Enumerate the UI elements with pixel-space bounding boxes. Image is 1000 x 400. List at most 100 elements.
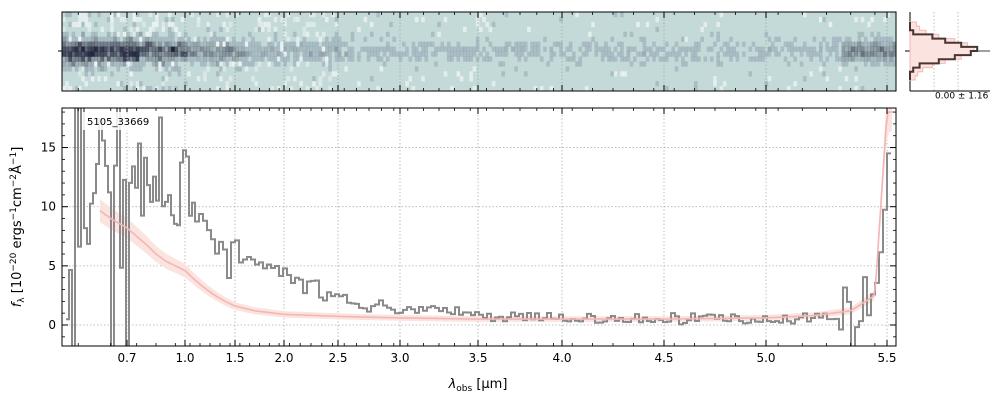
2d-spectrum-pixel [167, 56, 172, 62]
2d-spectrum-pixel [767, 51, 772, 57]
2d-spectrum-pixel [533, 51, 538, 57]
2d-spectrum-pixel [305, 61, 310, 67]
2d-spectrum-pixel [379, 46, 384, 52]
2d-spectrum-pixel [260, 56, 265, 62]
2d-spectrum-pixel [289, 46, 294, 52]
2d-spectrum-pixel [81, 21, 85, 28]
2d-spectrum-pixel [588, 46, 592, 52]
2d-spectrum-pixel [97, 66, 101, 72]
2d-spectrum-pixel [148, 56, 153, 62]
2d-spectrum-pixel [886, 56, 890, 62]
2d-spectrum-pixel [254, 46, 259, 52]
2d-spectrum-pixel [151, 26, 156, 33]
2d-spectrum-pixel [248, 46, 252, 52]
2d-spectrum-pixel [84, 41, 89, 47]
2d-spectrum-pixel [639, 61, 643, 67]
2d-spectrum-pixel [183, 41, 188, 47]
2d-spectrum-pixel [276, 56, 281, 62]
2d-spectrum-pixel [822, 16, 826, 23]
2d-spectrum-pixel [777, 51, 781, 57]
2d-spectrum-pixel [430, 41, 435, 47]
2d-spectrum-pixel [135, 86, 140, 92]
2d-spectrum-pixel [761, 51, 765, 57]
2d-spectrum-pixel [315, 86, 320, 92]
2d-spectrum-pixel [129, 51, 133, 57]
2d-spectrum-pixel [764, 81, 769, 87]
2d-spectrum-pixel [835, 51, 839, 57]
2d-spectrum-pixel [264, 21, 268, 28]
2d-spectrum-pixel [347, 56, 352, 62]
2d-spectrum-pixel [334, 31, 339, 37]
2d-spectrum-pixel [235, 41, 239, 47]
2d-spectrum-pixel [81, 56, 85, 62]
2d-spectrum-pixel [398, 56, 403, 62]
2d-spectrum-pixel [693, 81, 698, 87]
2d-spectrum-pixel [546, 61, 550, 67]
2d-spectrum-pixel [844, 51, 849, 57]
2d-spectrum-pixel [164, 76, 169, 82]
2d-spectrum-pixel [148, 31, 153, 37]
2d-spectrum-pixel [867, 56, 871, 62]
2d-spectrum-pixel [863, 51, 868, 57]
2d-spectrum-pixel [729, 36, 733, 42]
2d-spectrum-pixel [151, 46, 156, 52]
2d-spectrum-pixel [78, 46, 82, 52]
2d-spectrum-pixel [215, 41, 220, 47]
2d-spectrum-pixel [883, 36, 887, 42]
2d-spectrum-pixel [652, 41, 656, 47]
2d-spectrum-pixel [536, 41, 541, 47]
2d-spectrum-pixel [84, 36, 89, 42]
2d-spectrum-pixel [87, 26, 92, 33]
2d-spectrum-pixel [533, 41, 538, 47]
2d-spectrum-pixel [485, 21, 490, 28]
2d-spectrum-pixel [241, 36, 246, 42]
2d-spectrum-pixel [430, 31, 435, 37]
2d-spectrum-pixel [296, 36, 300, 42]
2d-spectrum-pixel [767, 76, 772, 82]
2d-spectrum-pixel [106, 41, 111, 47]
2d-spectrum-pixel [110, 71, 114, 77]
2d-spectrum-pixel [132, 46, 137, 52]
x-tick-label: 1.5 [225, 351, 244, 365]
2d-spectrum-pixel [645, 56, 650, 62]
2d-spectrum-pixel [196, 36, 201, 42]
2d-spectrum-pixel [681, 46, 685, 52]
2d-spectrum-pixel [103, 41, 108, 47]
2d-spectrum-pixel [892, 46, 897, 52]
2d-spectrum-pixel [328, 86, 332, 92]
2d-spectrum-pixel [363, 36, 368, 42]
2d-spectrum-pixel [158, 66, 162, 72]
2d-spectrum-pixel [244, 61, 249, 67]
2d-spectrum-pixel [462, 26, 467, 33]
y-axis-label: fλ [10−20 ergs−1cm−2Å−1] [9, 147, 27, 308]
2d-spectrum-pixel [389, 46, 393, 52]
2d-spectrum-pixel [857, 46, 862, 52]
2d-spectrum-pixel [276, 46, 281, 52]
2d-spectrum-pixel [623, 31, 627, 37]
2d-spectrum-pixel [273, 36, 278, 42]
2d-spectrum-pixel [203, 71, 207, 77]
2d-spectrum-pixel [90, 46, 95, 52]
2d-spectrum-pixel [366, 46, 371, 52]
2d-spectrum-pixel [357, 56, 361, 62]
2d-spectrum-pixel [722, 51, 727, 57]
2d-spectrum-pixel [318, 56, 323, 62]
2d-spectrum-pixel [328, 46, 332, 52]
2d-spectrum-pixel [527, 26, 531, 33]
2d-spectrum-pixel [167, 51, 172, 57]
2d-spectrum-pixel [520, 51, 525, 57]
2d-spectrum-pixel [876, 46, 881, 52]
2d-spectrum-pixel [286, 41, 291, 47]
2d-spectrum-pixel [347, 46, 352, 52]
2d-spectrum-pixel [238, 56, 243, 62]
2d-spectrum-pixel [549, 86, 554, 92]
2d-spectrum-pixel [126, 41, 130, 47]
2d-spectrum-pixel [142, 41, 146, 47]
2d-spectrum-pixel [122, 56, 127, 62]
2d-spectrum-pixel [459, 46, 464, 52]
2d-spectrum-pixel [164, 41, 169, 47]
2d-spectrum-pixel [860, 56, 865, 62]
2d-spectrum-pixel [867, 46, 871, 52]
2d-spectrum-pixel [632, 56, 637, 62]
2d-spectrum-pixel [491, 21, 496, 28]
